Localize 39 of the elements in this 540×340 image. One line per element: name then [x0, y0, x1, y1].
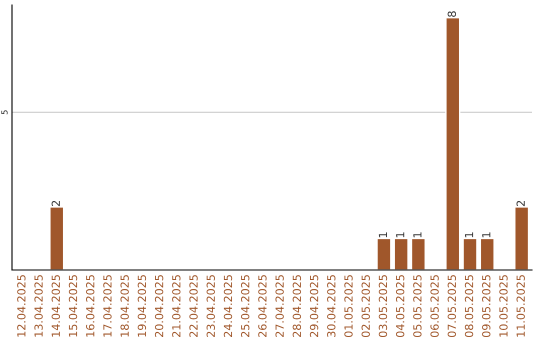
- data-label: 1: [396, 232, 404, 238]
- x-tick-label: 14.04.2025: [52, 275, 60, 337]
- y-tick-label: 5: [1, 110, 8, 114]
- data-label: 2: [516, 200, 525, 206]
- data-label: 8: [448, 11, 456, 17]
- x-tick-label: 16.04.2025: [86, 275, 94, 337]
- x-tick-label: 22.04.2025: [189, 275, 198, 337]
- x-tick-label: 08.05.2025: [464, 275, 474, 338]
- x-tick-label: 12.04.2025: [17, 275, 26, 337]
- data-label: 2: [52, 200, 60, 206]
- x-tick-label: 27.04.2025: [275, 275, 284, 337]
- x-tick-label: 15.04.2025: [68, 275, 78, 337]
- x-tick-label: 02.05.2025: [362, 275, 370, 338]
- x-tick-label: 07.05.2025: [448, 275, 456, 338]
- x-tick-label: 25.04.2025: [240, 275, 250, 337]
- data-label: 1: [482, 232, 490, 238]
- x-tick-label: 09.05.2025: [482, 275, 490, 338]
- data-label: 1: [464, 232, 474, 238]
- data-label: 1: [378, 232, 387, 238]
- x-tick-label: 20.04.2025: [154, 275, 164, 337]
- data-label: 1: [413, 232, 422, 238]
- x-tick-label: 29.04.2025: [310, 275, 318, 337]
- x-tick-label: 10.05.2025: [499, 275, 508, 337]
- x-tick-label: 11.05.2025: [516, 275, 525, 337]
- x-tick-label: 06.05.2025: [430, 275, 439, 338]
- x-tick-label: 21.04.2025: [172, 275, 181, 337]
- x-tick-label: 24.04.2025: [224, 275, 232, 337]
- x-tick-label: 13.04.2025: [34, 275, 43, 337]
- x-tick-label: 04.05.2025: [396, 275, 404, 338]
- x-tick-label: 18.04.2025: [120, 275, 129, 337]
- x-tick-label: 17.04.2025: [103, 275, 112, 337]
- x-tick-label: 23.04.2025: [206, 275, 215, 337]
- x-tick-label: 28.04.2025: [292, 275, 302, 337]
- x-tick-label: 19.04.2025: [138, 275, 146, 337]
- x-tick-label: 01.05.2025: [344, 275, 353, 338]
- x-tick-label: 30.04.2025: [327, 275, 336, 337]
- x-tick-label: 26.04.2025: [258, 275, 267, 337]
- x-tick-label: 03.05.2025: [378, 275, 388, 338]
- x-tick-label: 05.05.2025: [413, 275, 422, 338]
